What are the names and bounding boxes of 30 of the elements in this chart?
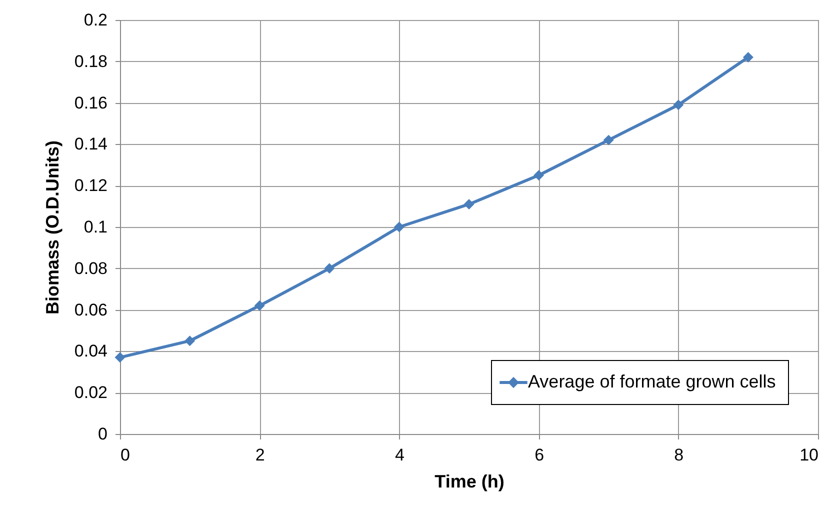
- point: [184, 336, 196, 346]
- x-tick-label: 0: [120, 446, 130, 464]
- y-tick-label: 0.14: [74, 134, 108, 154]
- y-tick-label: 0.04: [74, 342, 108, 361]
- point: [394, 222, 404, 232]
- y-tick-label: 0.2: [84, 10, 108, 30]
- legend-label: Average of formate grown cells: [528, 372, 776, 392]
- y-tick-label: 0: [98, 424, 108, 444]
- x-tick-label: 8: [674, 446, 684, 464]
- y-tick-label: 0.18: [74, 52, 108, 71]
- point: [464, 198, 474, 210]
- y-tick-label: 0.06: [74, 300, 108, 320]
- x-tick-label: 2: [255, 446, 265, 464]
- point: [673, 100, 684, 110]
- x-tick-label: 10: [800, 446, 818, 464]
- x-tick-label: 4: [394, 446, 404, 464]
- x-tick-label: 6: [534, 446, 544, 464]
- point: [742, 52, 754, 63]
- x-axis-title: Time (h): [434, 472, 504, 492]
- point: [324, 263, 335, 274]
- y-tick-label: 0.16: [74, 93, 108, 112]
- point: [603, 134, 614, 146]
- y-tick-label: 0.02: [74, 383, 108, 402]
- y-tick-label: 0.08: [74, 258, 108, 278]
- point: [114, 352, 126, 363]
- y-axis-title: Biomass (O.D.Units): [42, 140, 62, 315]
- y-tick-label: 0.12: [74, 176, 108, 196]
- point: [254, 300, 265, 311]
- y-tick-label: 0.1: [84, 218, 108, 236]
- point: [534, 170, 544, 180]
